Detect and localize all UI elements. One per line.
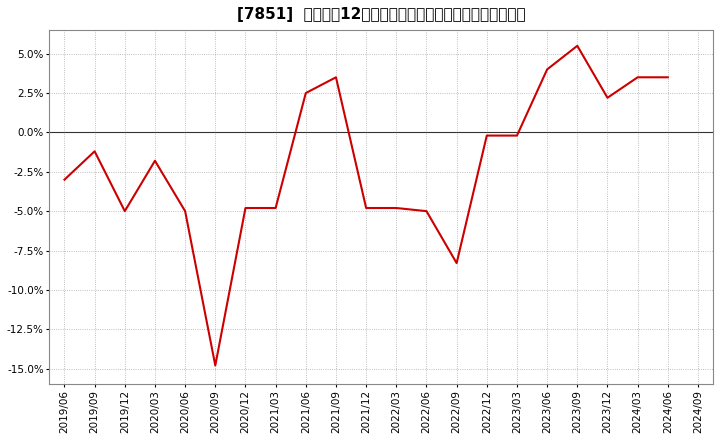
Title: [7851]  売上高の12か月移動合計の対前年同期増減率の推移: [7851] 売上高の12か月移動合計の対前年同期増減率の推移 <box>237 7 526 22</box>
